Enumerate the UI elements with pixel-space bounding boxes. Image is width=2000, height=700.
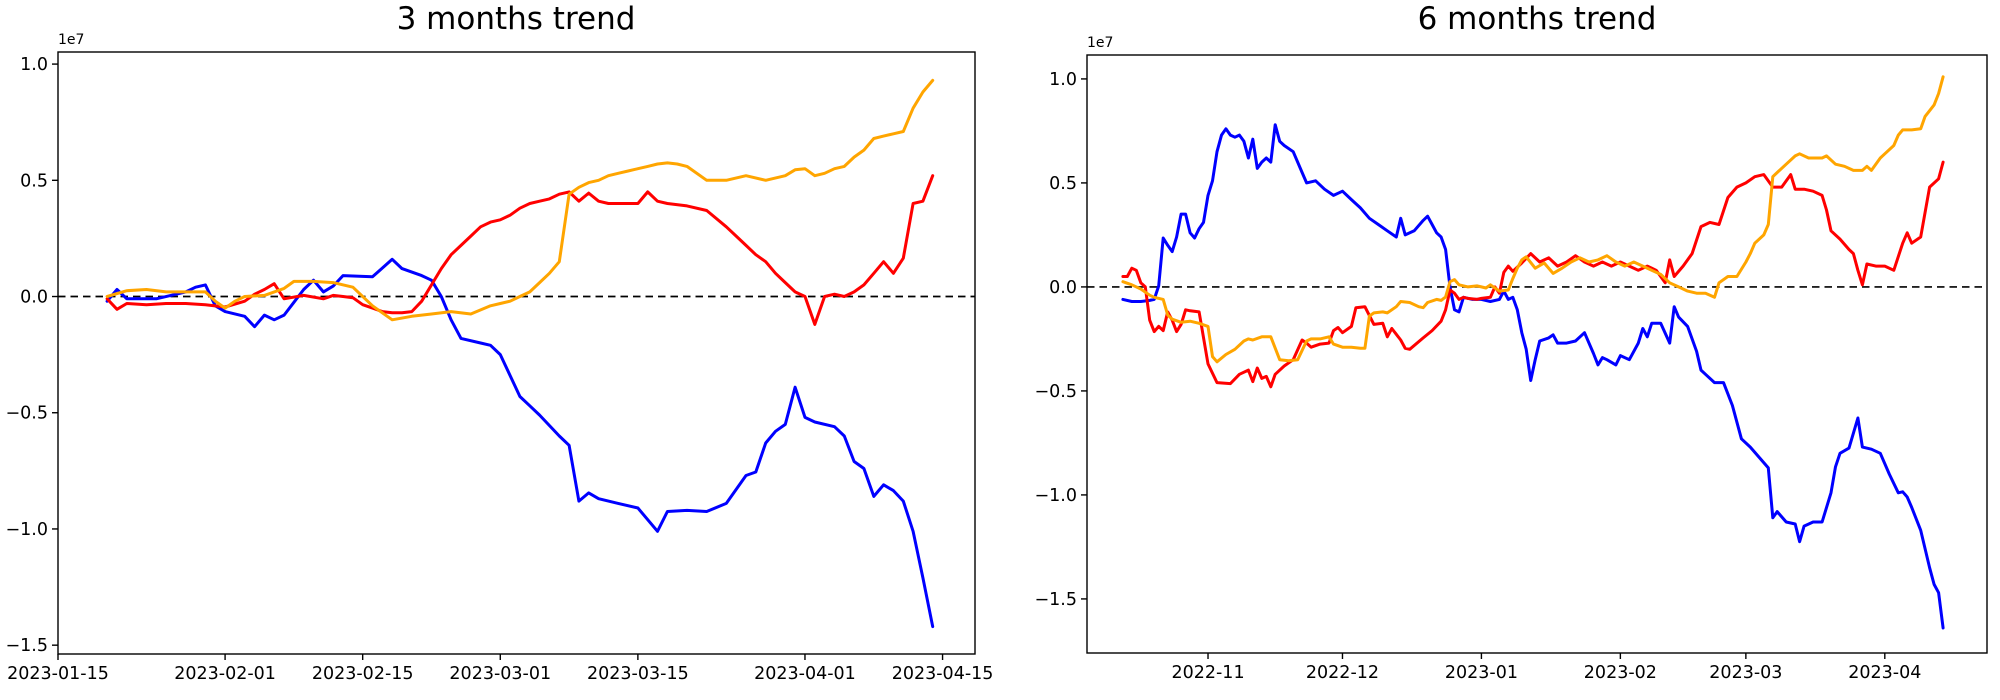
line-series-blue-3-months [105, 257, 935, 629]
x-tick-label-3-months: 2023-01-15 [7, 664, 109, 684]
y-tick-label-6-months: −0.5 [1035, 382, 1078, 402]
axes-box-3-months [57, 51, 976, 655]
y-tick-label-3-months: 0.5 [20, 171, 48, 191]
line-series-orange-3-months [105, 78, 935, 322]
chart-title-3-months: 3 months trend [396, 1, 636, 37]
line-series-blue-6-months [1121, 123, 1945, 630]
y-axis-offset-label-right: 1e7 [1087, 35, 1114, 51]
x-tick-label-3-months: 2023-03-01 [449, 664, 551, 684]
y-tick-label-3-months: −0.5 [6, 404, 49, 424]
x-tick-label-3-months: 2023-04-01 [754, 664, 856, 684]
y-tick-label-6-months: 0.0 [1049, 278, 1077, 298]
line-series-orange-6-months [1121, 75, 1945, 364]
y-tick-label-3-months: −1.5 [6, 636, 49, 656]
x-tick-label-6-months: 2023-04 [1848, 663, 1921, 683]
line-series-red-3-months [105, 174, 935, 326]
y-axis-offset-label-left: 1e7 [58, 32, 85, 48]
y-tick-label-6-months: −1.5 [1035, 590, 1078, 610]
y-tick-label-3-months: 0.0 [20, 288, 48, 308]
x-tick-label-6-months: 2023-03 [1709, 663, 1782, 683]
y-tick-label-3-months: 1.0 [20, 55, 48, 75]
x-tick-label-3-months: 2023-02-01 [174, 664, 276, 684]
x-tick-label-3-months: 2023-03-15 [587, 664, 689, 684]
y-tick-label-6-months: 0.5 [1049, 174, 1077, 194]
y-tick-label-6-months: 1.0 [1049, 70, 1077, 90]
x-tick-label-6-months: 2023-01 [1445, 663, 1518, 683]
x-tick-label-6-months: 2022-11 [1171, 663, 1244, 683]
x-tick-label-6-months: 2022-12 [1306, 663, 1379, 683]
y-tick-label-3-months: −1.0 [6, 520, 49, 540]
axes-box-6-months [1086, 54, 1988, 654]
x-tick-label-3-months: 2023-04-15 [892, 664, 994, 684]
x-tick-label-6-months: 2023-02 [1584, 663, 1657, 683]
x-tick-label-3-months: 2023-02-15 [312, 664, 414, 684]
y-tick-label-6-months: −1.0 [1035, 486, 1078, 506]
chart-title-6-months: 6 months trend [1417, 1, 1657, 37]
line-series-red-6-months [1121, 160, 1945, 389]
